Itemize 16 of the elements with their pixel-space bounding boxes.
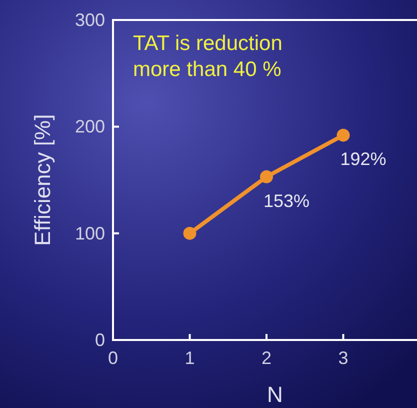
x-tick-label: 0 [108,348,118,368]
y-tick-label: 0 [94,330,105,350]
data-label: 153% [263,190,310,211]
y-tick-label: 300 [74,10,105,30]
point [183,226,196,240]
y-axis-title: Efficiency [%] [30,114,55,246]
point [260,170,273,184]
point [336,128,350,142]
y-tick-label: 100 [74,223,105,244]
x-tick-label: 3 [338,348,348,368]
data-label: 192% [340,149,386,170]
annotation: TAT is reduction more than 40 % [133,32,282,81]
x-tick-label: 2 [261,348,272,368]
x-axis-title: N [267,382,283,407]
y-tick-label: 200 [74,116,105,137]
x-tick-label: 1 [184,348,195,368]
